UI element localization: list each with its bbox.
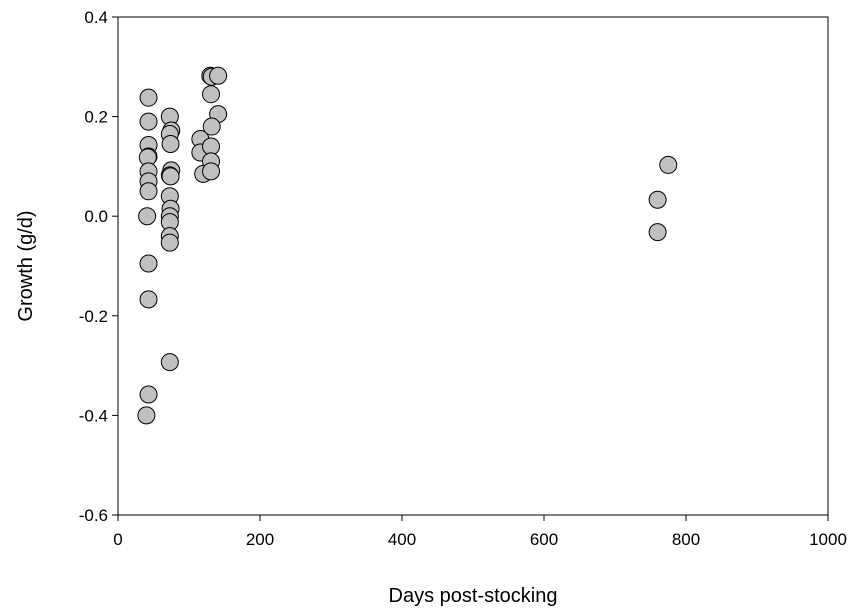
x-tick-label: 200 (246, 530, 274, 549)
data-point (139, 290, 158, 309)
x-tick-label: 1000 (809, 530, 847, 549)
data-point (137, 406, 156, 425)
x-axis: 0 200 400 600 800 1000 (113, 515, 847, 549)
data-point (160, 233, 179, 252)
x-axis-title: Days post-stocking (389, 585, 558, 607)
data-points (137, 66, 678, 425)
y-axis-title: Growth (g/d) (15, 210, 37, 321)
data-point (202, 85, 221, 104)
data-point (648, 223, 667, 242)
data-point (139, 182, 158, 201)
data-point (659, 155, 678, 174)
plot-frame (117, 16, 829, 516)
x-tick-label: 400 (388, 530, 416, 549)
data-point (139, 88, 158, 107)
data-point (648, 190, 667, 209)
x-tick-label: 800 (672, 530, 700, 549)
data-point (202, 162, 221, 181)
y-axis: -0.6 -0.4 -0.2 0.0 0.2 0.4 (79, 8, 118, 525)
data-point (139, 385, 158, 404)
data-point (161, 134, 180, 153)
data-point (161, 167, 180, 186)
data-point (139, 112, 158, 131)
data-point (202, 117, 221, 136)
y-tick-label: 0.2 (84, 108, 108, 127)
y-tick-label: 0.0 (84, 207, 108, 226)
x-tick-label: 0 (113, 530, 122, 549)
data-point (139, 254, 158, 273)
y-tick-label: -0.4 (79, 406, 108, 425)
x-tick-label: 600 (530, 530, 558, 549)
data-point (138, 207, 157, 226)
data-point (160, 353, 179, 372)
y-tick-label: -0.2 (79, 307, 108, 326)
y-tick-label: 0.4 (84, 8, 108, 27)
data-point (209, 66, 228, 85)
y-tick-label: -0.6 (79, 506, 108, 525)
